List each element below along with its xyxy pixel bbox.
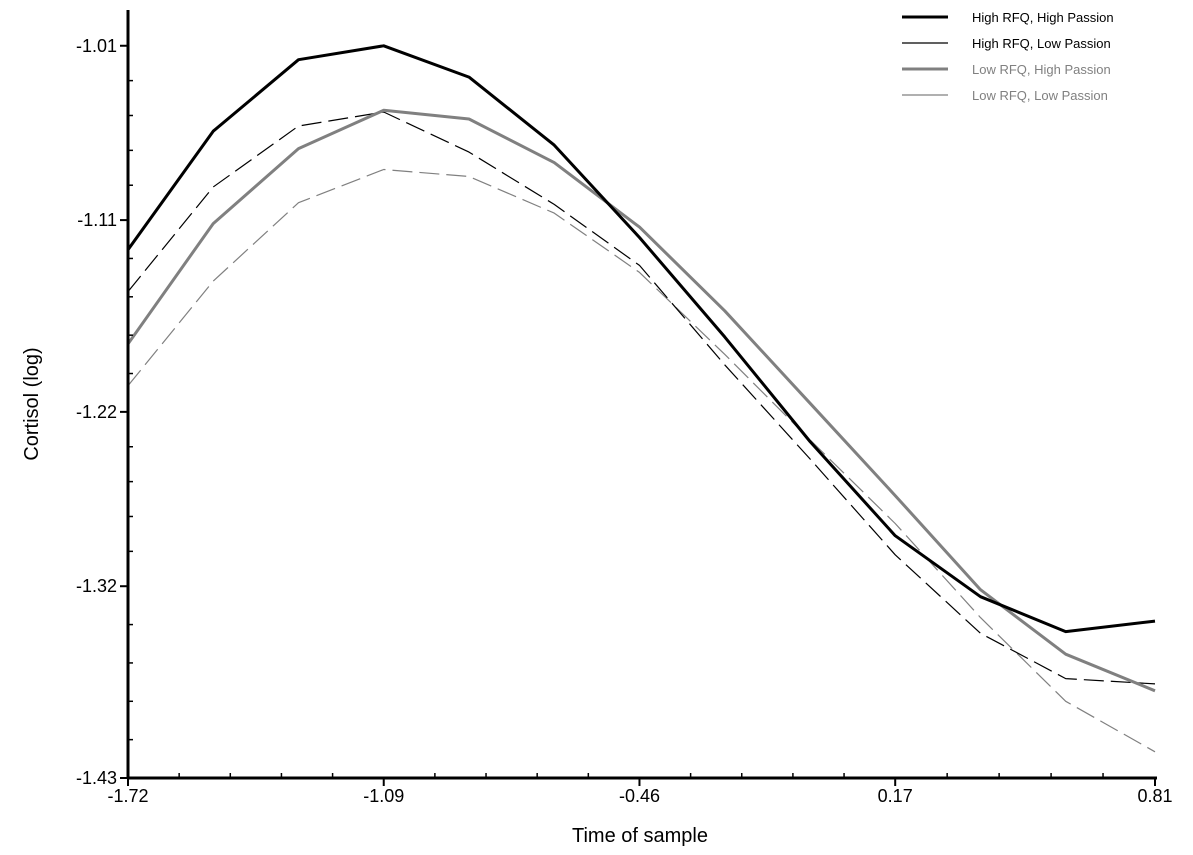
tick-labels: -1.72 -1.09 -0.46 0.17 0.81 -1.01 -1.11 -1.22 -1…	[76, 36, 1173, 806]
legend-label-1: High RFQ, High Passion	[972, 10, 1114, 25]
y-tick-label: -1.22	[76, 402, 117, 422]
series-line-1	[126, 44, 1156, 634]
y-tick-label: -1.01	[76, 36, 117, 56]
y-tick-label: -1.43	[76, 768, 117, 788]
axis-ticks	[120, 44, 1156, 786]
x-tick-label: -0.46	[619, 786, 660, 806]
legend-label-4: Low RFQ, Low Passion	[972, 88, 1108, 103]
x-tick-label: -1.09	[363, 786, 404, 806]
y-axis-title: Cortisol (log)	[21, 347, 43, 460]
series-lines	[126, 44, 1156, 753]
x-tick-label: 0.81	[1137, 786, 1172, 806]
legend-label-3: Low RFQ, High Passion	[972, 62, 1111, 77]
axes	[126, 10, 1157, 780]
series-line-4	[127, 168, 1156, 753]
x-axis-title: Time of sample	[572, 825, 708, 847]
legend: High RFQ, High Passion High RFQ, Low Pass…	[902, 10, 1114, 103]
x-tick-label: 0.17	[878, 786, 913, 806]
legend-label-2: High RFQ, Low Passion	[972, 36, 1111, 51]
y-tick-label: -1.11	[77, 210, 117, 230]
series-line-2	[127, 111, 1156, 685]
x-tick-label: -1.72	[107, 786, 148, 806]
series-line-3	[126, 108, 1156, 693]
y-tick-label: -1.32	[76, 576, 117, 596]
